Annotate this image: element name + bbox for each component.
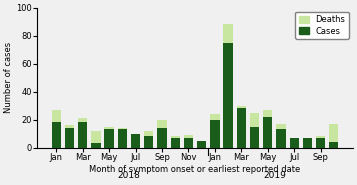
Bar bbox=[105, 130, 114, 148]
Bar bbox=[223, 24, 233, 43]
Bar bbox=[144, 131, 154, 136]
Bar bbox=[184, 135, 193, 138]
Y-axis label: Number of cases: Number of cases bbox=[4, 42, 13, 113]
Bar bbox=[118, 128, 127, 129]
Bar bbox=[171, 138, 180, 148]
Bar bbox=[171, 136, 180, 138]
Legend: Deaths, Cases: Deaths, Cases bbox=[296, 12, 349, 39]
Bar bbox=[157, 120, 167, 128]
Bar bbox=[329, 142, 338, 148]
X-axis label: Month of symptom onset or earliest reported date: Month of symptom onset or earliest repor… bbox=[89, 165, 301, 174]
Bar bbox=[303, 138, 312, 148]
Bar bbox=[144, 136, 154, 148]
Bar bbox=[276, 124, 286, 129]
Bar bbox=[91, 143, 101, 148]
Bar bbox=[223, 43, 233, 148]
Bar bbox=[290, 138, 299, 148]
Bar bbox=[52, 122, 61, 148]
Bar bbox=[237, 106, 246, 108]
Bar bbox=[118, 130, 127, 148]
Bar bbox=[184, 138, 193, 148]
Bar bbox=[210, 114, 220, 120]
Bar bbox=[78, 122, 87, 148]
Bar bbox=[329, 124, 338, 142]
Bar bbox=[263, 117, 272, 148]
Bar bbox=[250, 113, 259, 127]
Bar bbox=[276, 130, 286, 148]
Bar bbox=[65, 125, 74, 128]
Text: 2019: 2019 bbox=[263, 171, 286, 180]
Bar bbox=[250, 127, 259, 148]
Bar bbox=[197, 141, 206, 148]
Bar bbox=[210, 120, 220, 148]
Bar bbox=[316, 138, 325, 148]
Bar bbox=[105, 127, 114, 130]
Bar bbox=[131, 134, 140, 148]
Bar bbox=[263, 110, 272, 117]
Bar bbox=[52, 110, 61, 122]
Bar bbox=[91, 131, 101, 143]
Text: 2018: 2018 bbox=[117, 171, 140, 180]
Bar bbox=[157, 128, 167, 148]
Bar bbox=[78, 118, 87, 122]
Bar bbox=[65, 128, 74, 148]
Bar bbox=[237, 108, 246, 148]
Bar bbox=[316, 136, 325, 138]
